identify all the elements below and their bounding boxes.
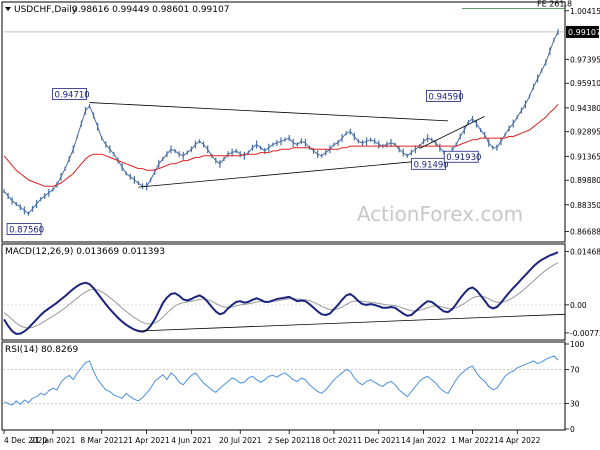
- current-price-tag: [566, 25, 599, 38]
- macd-trendline: [138, 313, 566, 332]
- price-trendline: [89, 102, 449, 122]
- fe-261-8-label: FE 261.8: [537, 0, 572, 9]
- macd-signal-line: [3, 262, 559, 329]
- annotation-box: [6, 223, 42, 235]
- price-y-tick-label: 0.86688: [570, 228, 600, 237]
- symbol-label: USDCHF,Daily: [14, 5, 78, 15]
- price-y-tick-label: 0.94380: [570, 104, 600, 113]
- x-tick-label: 14 Apr 2022: [494, 436, 541, 445]
- price-line: [3, 31, 559, 215]
- collapse-triangle-icon: [5, 7, 11, 11]
- x-tick-label: 20 Jul 2021: [219, 436, 262, 445]
- rsi-y-tick-label: 30: [570, 400, 580, 409]
- rsi-panel-frame: [1, 341, 566, 431]
- rsi-title: RSI(14) 80.8269: [5, 345, 78, 355]
- price-y-tick-label: 0.97395: [570, 55, 600, 64]
- price-trendline: [419, 116, 485, 149]
- annotation-box: [411, 157, 446, 170]
- x-tick-label: 21 Jan 2021: [30, 436, 75, 445]
- price-header: USDCHF,Daily 0.98616 0.99449 0.98601 0.9…: [5, 5, 229, 15]
- macd-y-tick-label: 0.00: [570, 301, 587, 310]
- ohlc-values: 0.98616 0.99449 0.98601 0.99107: [72, 5, 229, 15]
- price-plot: FE 261.8 0.94710 0.87560 0.94590 0.914900.91…: [3, 0, 572, 236]
- x-tick-label: 14 Jan 2022: [401, 436, 446, 445]
- price-y-tick-label: 1.00415: [570, 7, 600, 16]
- x-tick-label: 21 Apr 2021: [123, 436, 170, 445]
- annotation-label: 0.94590: [428, 92, 463, 102]
- rsi-plot: [3, 355, 564, 406]
- macd-y-tick-label: 0.014688: [570, 247, 600, 256]
- annotation-label: 0.91930: [446, 153, 481, 163]
- x-tick-label: 2 Sep 2021: [268, 436, 311, 445]
- annotation-label: 0.91490: [414, 160, 449, 170]
- macd-line: [3, 251, 559, 335]
- rsi-y-tick-label: 70: [570, 366, 580, 375]
- x-tick-label: 8 Mar 2021: [80, 436, 123, 445]
- price-trendline: [138, 158, 449, 188]
- rsi-y-tick-label: 100: [570, 340, 585, 349]
- price-y-tick-label: 0.91365: [570, 152, 600, 161]
- x-tick-label: 4 Dec 2020: [4, 436, 47, 445]
- rsi-line: [3, 355, 559, 406]
- price-y-tick-label: 0.89880: [570, 176, 600, 185]
- watermark: ActionForex.com: [357, 202, 523, 226]
- price-y-tick-label: 0.92895: [570, 128, 600, 137]
- macd-title: MACD(12,26,9) 0.013669 0.011393: [5, 247, 165, 257]
- x-tick-label: 4 Jun 2021: [171, 436, 212, 445]
- rsi-y-tick-label: 0: [570, 425, 575, 434]
- annotation-label: 0.87560: [9, 226, 44, 236]
- price-y-tick-label: 0.95910: [570, 79, 600, 88]
- price-y-tick-label: 0.88350: [570, 201, 600, 210]
- current-price-label: 0.99107: [568, 28, 600, 37]
- macd-y-tick-label: -0.007733: [570, 329, 600, 338]
- x-tick-label: 18 Oct 2021: [311, 436, 358, 445]
- annotation-box: [426, 90, 461, 102]
- annotation-label: 0.94710: [55, 91, 90, 101]
- x-tick-label: 1 Mar 2022: [451, 436, 494, 445]
- annotation-box: [52, 88, 87, 100]
- x-tick-label: 1 Dec 2021: [357, 436, 400, 445]
- macd-plot: [3, 251, 566, 335]
- annotation-box: [443, 150, 479, 163]
- axes: 1.00415 0.97395 0.95910 0.94380 0.92895 0.913…: [3, 7, 600, 445]
- moving-average-line: [3, 103, 559, 187]
